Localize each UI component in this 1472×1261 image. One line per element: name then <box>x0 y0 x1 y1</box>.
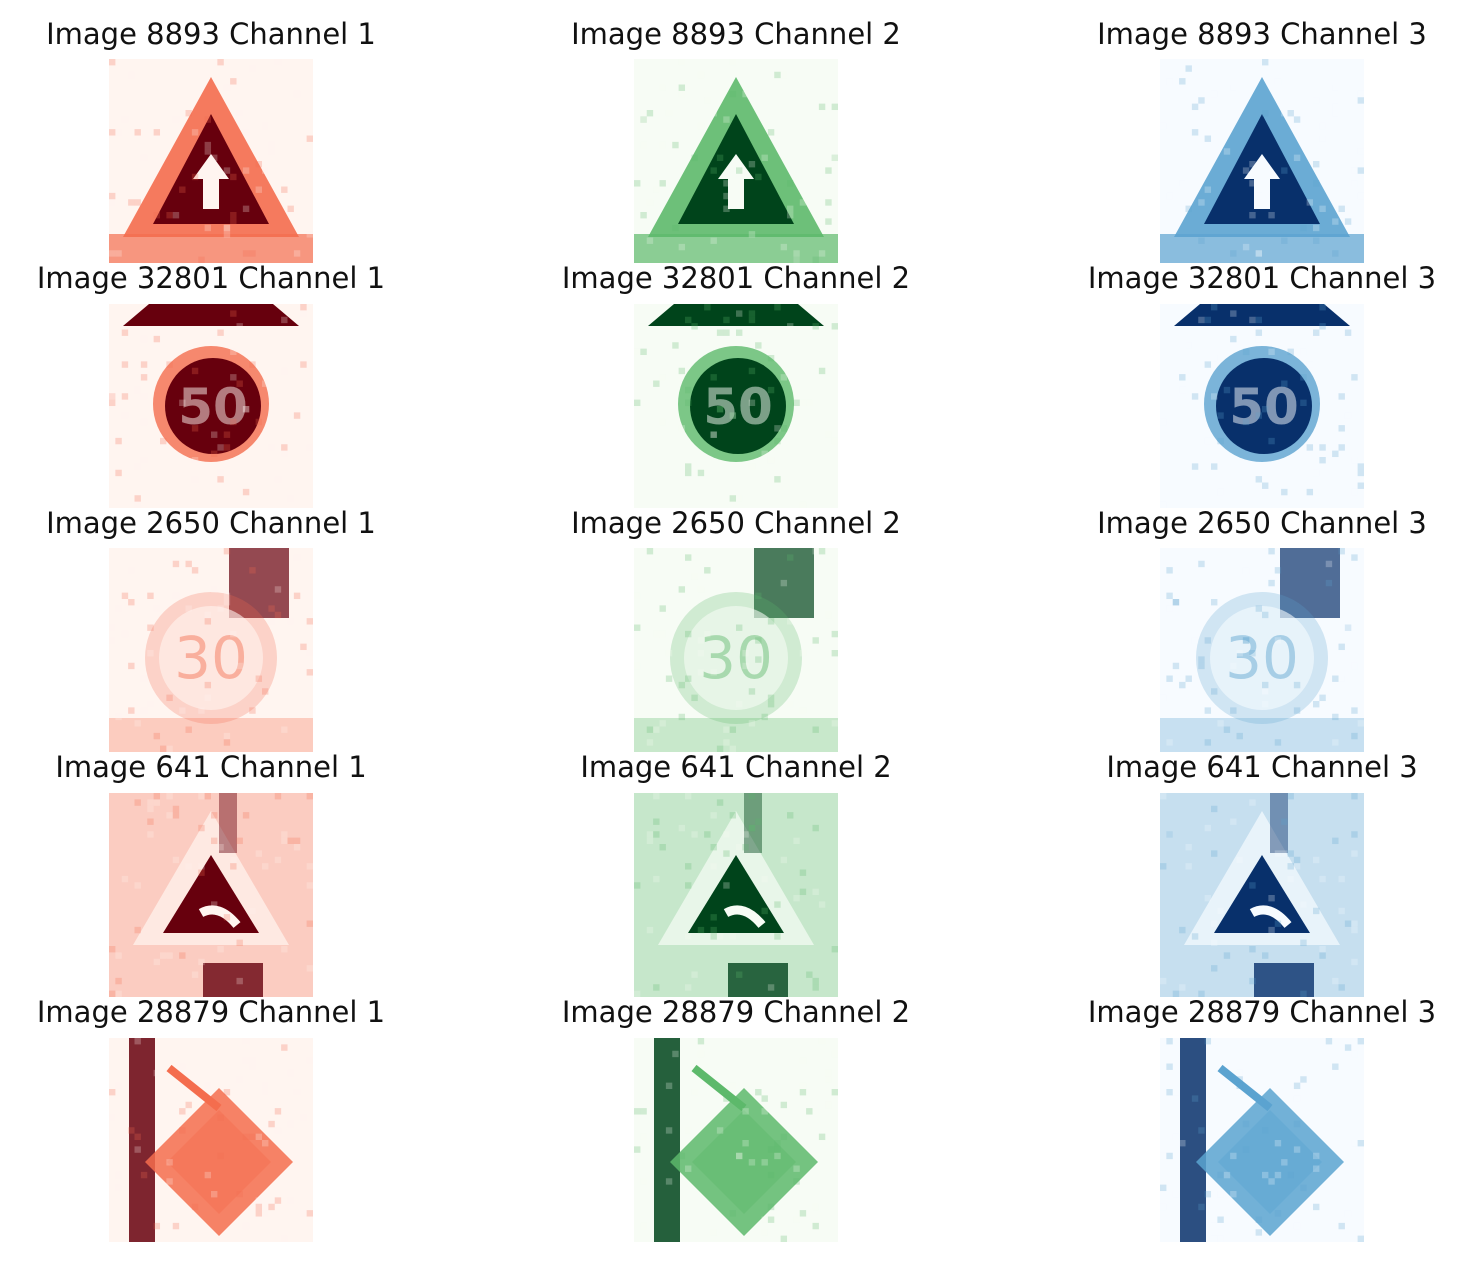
panel-title: Image 32801 Channel 3 <box>1087 261 1437 295</box>
panel-title: Image 28879 Channel 2 <box>561 995 911 1029</box>
panel-title: Image 2650 Channel 3 <box>1097 506 1427 540</box>
channel-image-svg: 30 <box>1160 548 1364 752</box>
channel-image <box>109 793 313 997</box>
svg-text:50: 50 <box>178 378 248 436</box>
channel-image <box>1160 59 1364 263</box>
channel-image <box>634 1038 838 1242</box>
panel-title: Image 641 Channel 2 <box>580 750 892 784</box>
channel-image <box>634 793 838 997</box>
svg-text:50: 50 <box>703 378 773 436</box>
channel-image-svg <box>109 793 313 997</box>
panel-title: Image 8893 Channel 2 <box>571 17 901 51</box>
panel-title: Image 641 Channel 1 <box>55 750 367 784</box>
channel-image-svg <box>634 1038 838 1242</box>
channel-image-svg <box>109 59 313 263</box>
channel-image: 30 <box>634 548 838 752</box>
channel-image <box>634 59 838 263</box>
panel-title: Image 28879 Channel 3 <box>1087 995 1437 1029</box>
channel-image-svg: 30 <box>634 548 838 752</box>
panel-title: Image 32801 Channel 1 <box>36 261 386 295</box>
channel-image <box>109 1038 313 1242</box>
channel-image-svg: 50 <box>109 304 313 508</box>
svg-text:30: 30 <box>174 624 248 692</box>
panel-title: Image 2650 Channel 1 <box>46 506 376 540</box>
channel-image: 30 <box>109 548 313 752</box>
svg-text:50: 50 <box>1229 378 1299 436</box>
channel-image: 50 <box>109 304 313 508</box>
channel-image: 50 <box>634 304 838 508</box>
channel-image: 50 <box>1160 304 1364 508</box>
panel-title: Image 641 Channel 3 <box>1106 750 1418 784</box>
panel-title: Image 8893 Channel 1 <box>46 17 376 51</box>
channel-image-svg <box>634 793 838 997</box>
channel-image-svg: 50 <box>1160 304 1364 508</box>
svg-text:30: 30 <box>699 624 773 692</box>
panel-title: Image 8893 Channel 3 <box>1097 17 1427 51</box>
panel-title: Image 28879 Channel 1 <box>36 995 386 1029</box>
channel-image-svg <box>634 59 838 263</box>
channel-image-svg <box>1160 59 1364 263</box>
channel-image <box>1160 1038 1364 1242</box>
panel-title: Image 2650 Channel 2 <box>571 506 901 540</box>
channel-image <box>1160 793 1364 997</box>
channel-image-svg: 50 <box>634 304 838 508</box>
channel-image-svg <box>109 1038 313 1242</box>
svg-text:30: 30 <box>1225 624 1299 692</box>
channel-image <box>109 59 313 263</box>
channel-image-svg: 30 <box>109 548 313 752</box>
channel-image-svg <box>1160 1038 1364 1242</box>
channel-image-svg <box>1160 793 1364 997</box>
channel-image: 30 <box>1160 548 1364 752</box>
panel-title: Image 32801 Channel 2 <box>561 261 911 295</box>
